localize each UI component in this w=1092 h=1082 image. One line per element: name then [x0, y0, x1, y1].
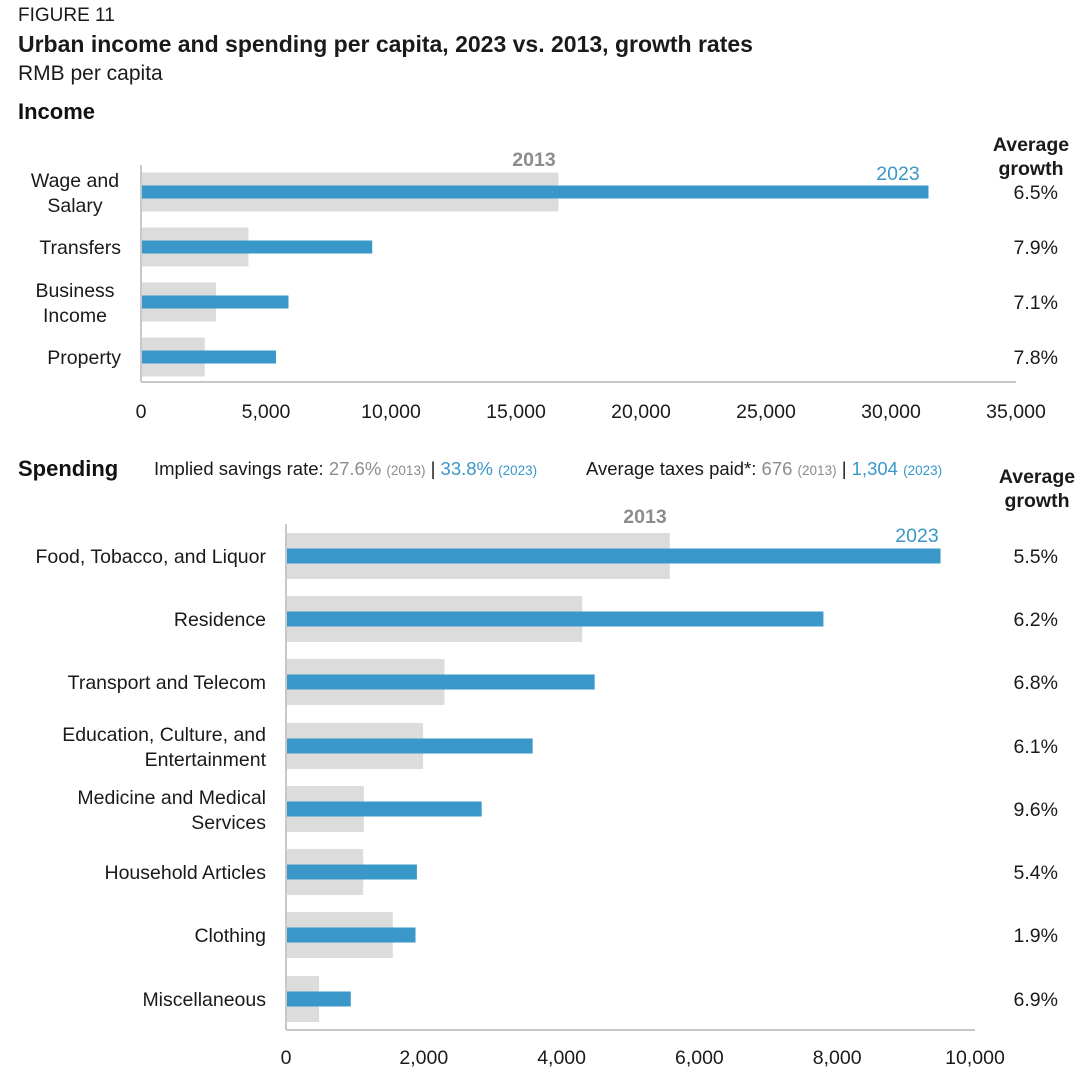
spending-growth-value: 6.1% [1014, 736, 1058, 758]
spending-series-label-2023: 2023 [895, 525, 938, 547]
income-category-label: Income [43, 305, 107, 327]
spending-growth-value: 9.6% [1014, 799, 1058, 821]
income-bar-2023 [142, 185, 929, 199]
income-tick-label: 15,000 [486, 401, 546, 423]
spending-category-label: Services [191, 812, 266, 834]
spending-bar-2023 [287, 548, 941, 564]
figure-label: FIGURE 11 [18, 5, 115, 26]
spending-category-label: Clothing [194, 925, 266, 947]
income-bar-2023 [142, 295, 289, 309]
taxes-note: Average taxes paid*: 676 (2013) | 1,304 … [586, 458, 942, 479]
income-category-label: Wage and [31, 170, 119, 192]
income-tick-label: 20,000 [611, 401, 671, 423]
spending-growth-value: 5.4% [1014, 862, 1058, 884]
spending-tick-label: 0 [281, 1047, 292, 1069]
spending-growth-value: 5.5% [1014, 546, 1058, 568]
income-tick-label: 35,000 [986, 401, 1046, 423]
spending-bar-2023 [287, 611, 824, 627]
income-tick-label: 30,000 [861, 401, 921, 423]
spending-category-label: Entertainment [145, 749, 267, 771]
spending-category-label: Transport and Telecom [68, 672, 266, 694]
income-growth-header: Average [993, 134, 1069, 156]
spending-bar-2023 [287, 864, 417, 880]
spending-category-label: Miscellaneous [142, 989, 266, 1011]
spending-growth-value: 6.9% [1014, 989, 1058, 1011]
chart-title: Urban income and spending per capita, 20… [18, 31, 753, 57]
income-bar-2023 [142, 350, 276, 364]
spending-category-label: Medicine and Medical [77, 787, 266, 809]
savings-note: Implied savings rate: 27.6% (2013) | 33.… [154, 458, 537, 479]
spending-growth-value: 6.8% [1014, 672, 1058, 694]
income-heading: Income [18, 99, 95, 124]
spending-category-label: Education, Culture, and [62, 724, 266, 746]
income-growth-value: 7.9% [1014, 237, 1058, 259]
spending-tick-label: 6,000 [675, 1047, 724, 1069]
income-category-label: Transfers [39, 237, 121, 259]
income-bar-2023 [142, 240, 373, 254]
spending-series-label-2013: 2013 [623, 506, 667, 528]
spending-tick-label: 4,000 [537, 1047, 586, 1069]
spending-heading: Spending [18, 456, 118, 481]
income-growth-value: 7.8% [1014, 347, 1058, 369]
spending-tick-label: 10,000 [945, 1047, 1005, 1069]
spending-bar-2023 [287, 674, 595, 690]
income-growth-value: 7.1% [1014, 292, 1058, 314]
income-category-label: Property [47, 347, 121, 369]
spending-category-label: Food, Tobacco, and Liquor [35, 546, 266, 568]
spending-growth-value: 6.2% [1014, 609, 1058, 631]
spending-bar-2023 [287, 738, 533, 754]
spending-growth-header: growth [1005, 490, 1070, 512]
spending-tick-label: 2,000 [399, 1047, 448, 1069]
spending-bar-2023 [287, 927, 416, 943]
spending-category-label: Residence [174, 609, 266, 631]
spending-growth-value: 1.9% [1014, 925, 1058, 947]
income-category-label: Business [35, 280, 114, 302]
spending-bar-2023 [287, 801, 482, 817]
income-growth-value: 6.5% [1014, 182, 1058, 204]
chart-subtitle: RMB per capita [18, 62, 163, 85]
income-tick-label: 0 [136, 401, 147, 423]
spending-growth-header: Average [999, 466, 1075, 488]
spending-tick-label: 8,000 [813, 1047, 862, 1069]
income-category-label: Salary [47, 195, 103, 217]
income-series-label-2023: 2023 [876, 163, 919, 185]
income-tick-label: 10,000 [361, 401, 421, 423]
income-series-label-2013: 2013 [512, 149, 556, 171]
income-growth-header: growth [999, 158, 1064, 180]
spending-category-label: Household Articles [104, 862, 266, 884]
income-tick-label: 25,000 [736, 401, 796, 423]
spending-bar-2023 [287, 991, 351, 1007]
income-tick-label: 5,000 [242, 401, 291, 423]
